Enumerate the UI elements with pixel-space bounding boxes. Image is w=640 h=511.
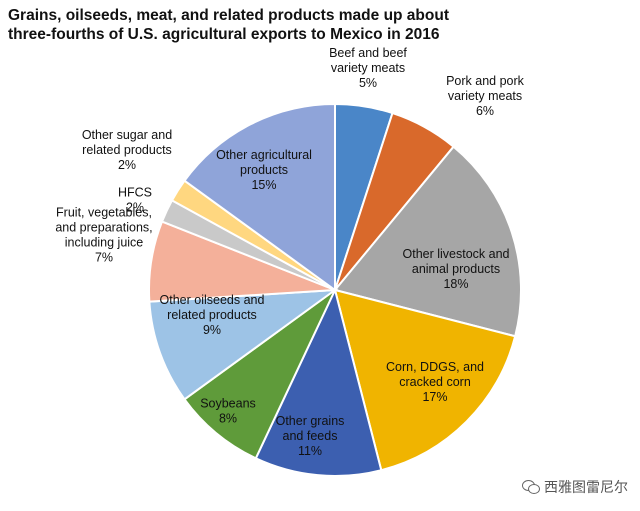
slice-label-8: Fruit, vegetables, and preparations, inclu… xyxy=(55,206,152,265)
pie-slice-5 xyxy=(254,287,383,477)
slice-label-4: Corn, DDGS, and cracked corn 17% xyxy=(386,360,484,404)
slice-label-10: Other sugar and related products 2% xyxy=(82,128,172,172)
pie-slice-7 xyxy=(148,288,339,401)
wechat-icon xyxy=(522,480,540,494)
slice-label-2: Pork and pork variety meats 6% xyxy=(446,74,525,118)
slice-label-5: Other grains and feeds 11% xyxy=(276,414,345,458)
slice-label-1: Beef and beef variety meats 5% xyxy=(329,46,407,90)
slice-label-7: Other oilseeds and related products 9% xyxy=(160,293,265,337)
slice-label-11: Other agricultural products 15% xyxy=(216,148,312,192)
watermark: 西雅图雷尼尔 xyxy=(522,477,628,497)
slice-label-3: Other livestock and animal products 18% xyxy=(403,247,510,291)
title-line-2: three-fourths of U.S. agricultural expor… xyxy=(8,26,440,43)
pie-slice-11 xyxy=(183,102,336,292)
title-line-1: Grains, oilseeds, meat, and related prod… xyxy=(8,7,449,24)
pie-slice-4 xyxy=(333,288,517,472)
slice-label-9: HFCS 2% xyxy=(118,186,152,215)
pie-slice-6 xyxy=(183,289,336,460)
pie-slice-3 xyxy=(333,145,522,338)
chart-title: Grains, oilseeds, meat, and related prod… xyxy=(8,6,628,44)
watermark-text: 西雅图雷尼尔 xyxy=(544,480,628,496)
slice-label-6: Soybeans 8% xyxy=(200,397,256,426)
